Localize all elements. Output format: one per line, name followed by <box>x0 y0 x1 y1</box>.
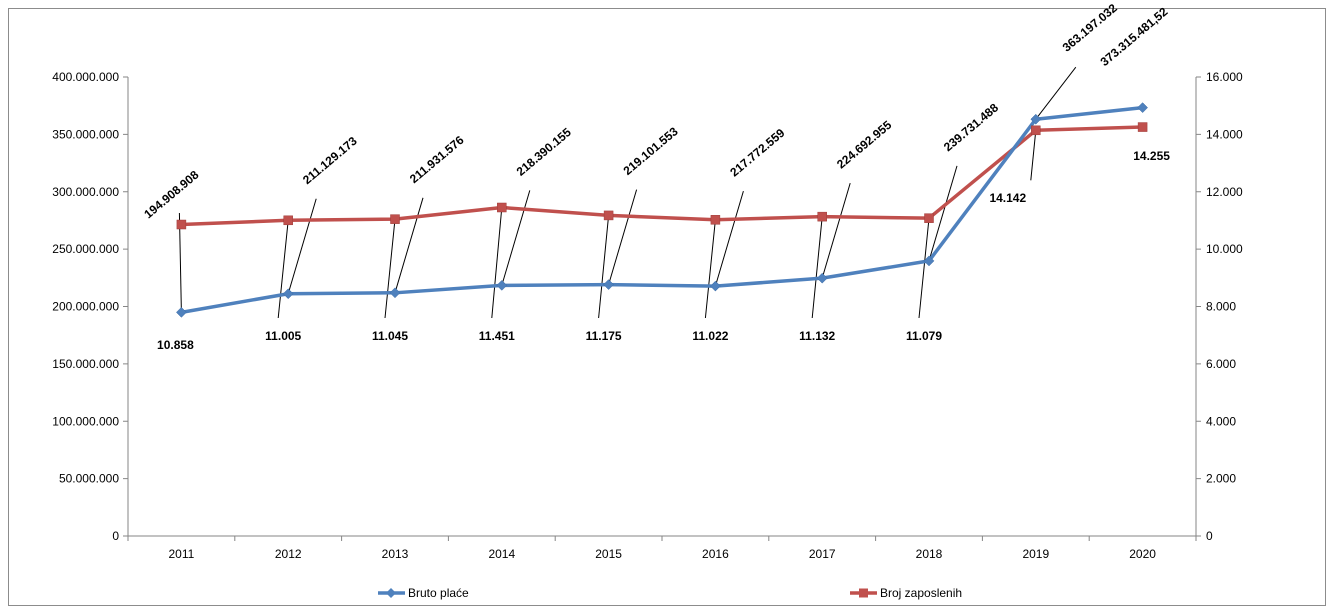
legend-broj-zaposlenih-label: Broj zaposlenih <box>880 586 962 600</box>
broj-zaposlenih-data-label: 11.132 <box>799 329 835 343</box>
leader-line <box>501 190 531 286</box>
x-tick-label: 2014 <box>488 547 515 561</box>
bruto-place-data-label: 217.772.559 <box>727 126 787 180</box>
right-y-tick-label: 6.000 <box>1206 357 1236 371</box>
bruto-place-point <box>923 255 935 267</box>
right-y-tick-label: 10.000 <box>1206 242 1243 256</box>
left-y-tick-label: 0 <box>112 529 119 543</box>
left-y-tick-label: 200.000.000 <box>52 300 119 314</box>
legend-bruto-place-marker <box>386 588 396 598</box>
x-tick-label: 2011 <box>168 547 194 561</box>
x-tick-label: 2020 <box>1129 547 1156 561</box>
left-y-tick-label: 50.000.000 <box>59 472 119 486</box>
bruto-place-data-label: 224.692.955 <box>834 118 894 172</box>
bruto-place-data-label: 218.390.155 <box>514 125 574 179</box>
broj-zaposlenih-data-label: 11.451 <box>479 329 515 343</box>
bruto-place-point <box>176 306 187 318</box>
right-y-tick-label: 0 <box>1206 529 1213 543</box>
broj-zaposlenih-data-label: 11.022 <box>692 329 728 343</box>
left-y-tick-label: 150.000.000 <box>52 357 119 371</box>
left-y-tick-label: 250.000.000 <box>52 242 119 256</box>
right-y-tick-label: 16.000 <box>1206 70 1243 84</box>
leader-line <box>491 207 503 319</box>
bruto-place-point <box>816 272 828 284</box>
right-y-tick-label: 2.000 <box>1206 472 1236 486</box>
leader-line <box>394 197 424 293</box>
bruto-place-point <box>282 288 294 300</box>
leader-line <box>714 190 744 287</box>
bruto-place-point <box>603 279 614 290</box>
leader-line <box>608 189 638 285</box>
bruto-place-data-label: 211.931.576 <box>407 133 467 186</box>
leader-line <box>287 198 317 294</box>
broj-zaposlenih-data-label: 11.045 <box>372 329 408 343</box>
left-y-tick-label: 100.000.000 <box>52 414 119 428</box>
leader-line <box>928 165 958 262</box>
bruto-place-data-label: 239.731.488 <box>941 100 1001 154</box>
left-y-tick-label: 350.000.000 <box>52 127 119 141</box>
bruto-place-point <box>710 280 721 292</box>
bruto-place-point <box>496 280 508 291</box>
legend-bruto-place-label: Bruto plaće <box>408 586 469 600</box>
x-tick-label: 2013 <box>382 547 409 561</box>
broj-zaposlenih-point <box>924 213 934 223</box>
broj-zaposlenih-point <box>176 219 187 230</box>
leader-line <box>598 215 610 319</box>
leader-line <box>1030 130 1037 181</box>
right-y-tick-label: 12.000 <box>1206 185 1243 199</box>
broj-zaposlenih-point <box>497 202 507 213</box>
broj-zaposlenih-point <box>1137 122 1148 132</box>
right-y-tick-label: 14.000 <box>1206 127 1243 141</box>
bruto-place-line <box>181 105 1143 315</box>
broj-zaposlenih-point <box>390 214 400 224</box>
chart-frame <box>8 8 1326 606</box>
leader-line <box>704 219 716 319</box>
leader-line <box>1035 66 1077 120</box>
bruto-place-point <box>389 287 401 299</box>
bruto-place-point <box>1137 102 1148 113</box>
broj-zaposlenih-data-label: 14.255 <box>1133 149 1170 163</box>
bruto-place-point <box>1030 113 1042 125</box>
leader-line <box>178 212 182 313</box>
x-tick-label: 2017 <box>809 547 836 561</box>
broj-zaposlenih-line <box>181 125 1143 227</box>
broj-zaposlenih-data-label: 11.079 <box>906 329 942 343</box>
x-tick-label: 2015 <box>595 547 622 561</box>
right-y-tick-label: 8.000 <box>1206 300 1236 314</box>
broj-zaposlenih-point <box>283 215 293 226</box>
left-y-tick-label: 400.000.000 <box>52 70 119 84</box>
left-y-tick-label: 300.000.000 <box>52 185 119 199</box>
x-tick-label: 2012 <box>275 547 302 561</box>
leader-line <box>277 220 289 319</box>
broj-zaposlenih-data-label: 14.142 <box>989 191 1026 205</box>
bruto-place-data-label: 219.101.553 <box>621 124 681 178</box>
broj-zaposlenih-point <box>1031 125 1041 136</box>
leader-line <box>918 218 930 319</box>
bruto-place-data-label: 211.129.173 <box>300 134 360 187</box>
leader-line <box>811 216 823 319</box>
right-y-tick-label: 4.000 <box>1206 414 1236 428</box>
broj-zaposlenih-point <box>710 215 721 225</box>
legend-broj-zaposlenih-marker <box>859 588 868 598</box>
broj-zaposlenih-point <box>817 211 827 222</box>
leader-line <box>384 219 396 319</box>
broj-zaposlenih-data-label: 10.858 <box>157 338 194 352</box>
broj-zaposlenih-data-label: 11.175 <box>586 329 622 343</box>
bruto-place-data-label: 194.908.908 <box>141 167 201 221</box>
x-tick-label: 2019 <box>1022 547 1049 561</box>
leader-line <box>821 183 851 279</box>
broj-zaposlenih-data-label: 11.005 <box>265 329 301 343</box>
broj-zaposlenih-point <box>603 210 614 221</box>
x-tick-label: 2016 <box>702 547 729 561</box>
x-tick-label: 2018 <box>916 547 943 561</box>
